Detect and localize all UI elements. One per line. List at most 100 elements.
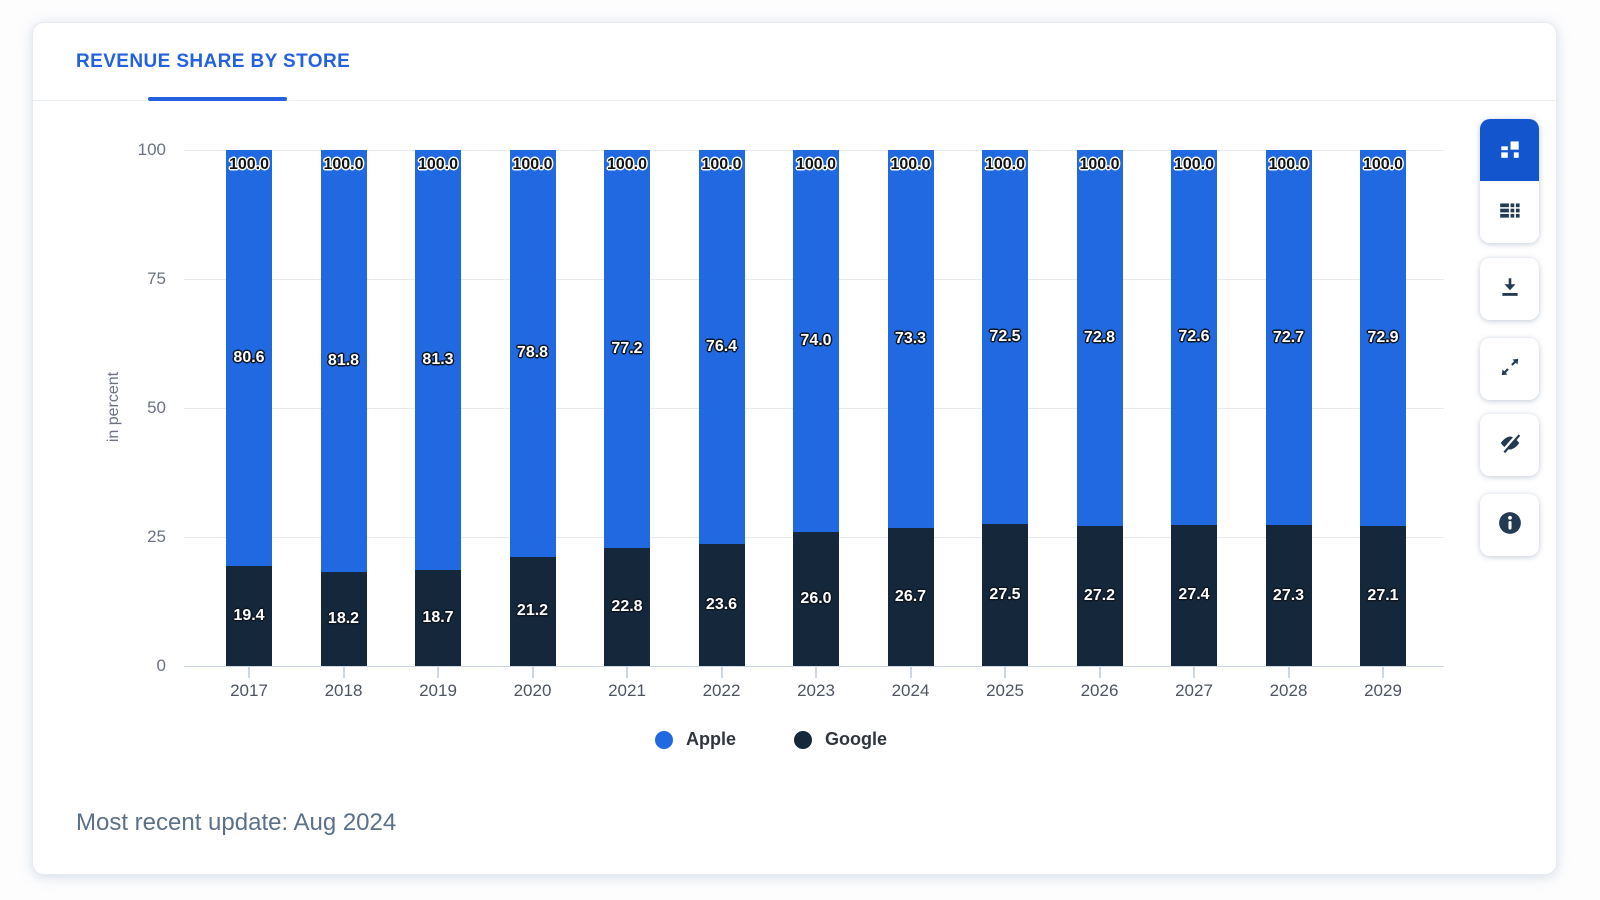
x-tick-label-2022: 2022 [702, 681, 741, 700]
bar-google-2027[interactable] [1171, 524, 1217, 666]
legend-item-apple[interactable]: Apple [654, 729, 736, 750]
legend-dot-apple [654, 730, 673, 749]
total-label-2022: 100.0 [701, 156, 742, 173]
bar-google-2018[interactable] [320, 572, 367, 666]
google-value-label-2018: 18.2 [327, 610, 360, 628]
apple-value-label-2027: 72.6 [1178, 328, 1210, 346]
x-tick-label-2028: 2028 [1269, 681, 1308, 700]
x-tick-2027 [1193, 666, 1195, 678]
x-tick-2017 [248, 666, 250, 678]
bar-google-2023[interactable] [793, 531, 839, 666]
y-tick-label-100: 100 [137, 140, 166, 159]
bar-apple-2026[interactable] [1076, 150, 1123, 526]
y-tick-label-25: 25 [147, 527, 166, 546]
google-value-label-2017: 19.4 [233, 606, 265, 624]
x-tick-label-2017: 2017 [230, 681, 268, 700]
bar-apple-2028[interactable] [1265, 150, 1312, 526]
bar-google-2026[interactable] [1076, 525, 1123, 666]
x-tick-2025 [1004, 666, 1006, 678]
apple-value-label-2023: 74.0 [800, 331, 832, 349]
google-value-label-2027: 27.4 [1178, 586, 1210, 604]
table-view-button[interactable] [1480, 181, 1539, 243]
bar-google-2019[interactable] [415, 569, 461, 666]
hide-value-labels-button[interactable] [1480, 414, 1539, 476]
bar-google-2025[interactable] [982, 524, 1028, 666]
bar-apple-2018[interactable] [320, 150, 367, 573]
apple-value-label-2018: 81.8 [327, 352, 360, 370]
y-tick-label-75: 75 [147, 269, 166, 288]
bar-google-2020[interactable] [509, 556, 556, 666]
x-tick-2020 [531, 666, 534, 678]
bar-apple-2027[interactable] [1171, 150, 1217, 525]
bar-apple-2023[interactable] [793, 150, 839, 532]
y-tick-label-50: 50 [147, 398, 166, 417]
apple-value-label-2029: 72.9 [1367, 329, 1399, 347]
google-value-label-2026: 27.2 [1083, 586, 1116, 604]
total-label-2029: 100.0 [1362, 156, 1404, 173]
google-value-label-2028: 27.3 [1272, 586, 1305, 604]
chart-view-icon [1498, 136, 1522, 165]
total-label-2023: 100.0 [795, 156, 837, 173]
download-button[interactable] [1480, 258, 1539, 320]
info-button[interactable] [1480, 494, 1539, 556]
bar-google-2029[interactable] [1360, 526, 1406, 666]
legend-item-google[interactable]: Google [794, 729, 887, 750]
x-tick-2029 [1382, 666, 1384, 678]
hide-value-labels-icon [1498, 431, 1522, 460]
x-tick-label-2024: 2024 [891, 681, 930, 700]
total-label-2027: 100.0 [1173, 156, 1215, 173]
google-value-label-2019: 18.7 [422, 608, 454, 626]
apple-value-label-2024: 73.3 [894, 330, 927, 348]
bar-apple-2021[interactable] [604, 150, 650, 549]
apple-value-label-2020: 78.8 [516, 344, 549, 362]
bar-apple-2020[interactable] [509, 150, 556, 557]
card-header: REVENUE SHARE BY STORE [33, 23, 1556, 101]
total-label-2028: 100.0 [1268, 156, 1309, 173]
total-label-2018: 100.0 [323, 156, 364, 173]
fullscreen-button[interactable] [1480, 338, 1539, 400]
bar-apple-2029[interactable] [1360, 150, 1406, 527]
y-tick-label-0: 0 [156, 656, 166, 675]
google-value-label-2020: 21.2 [516, 602, 549, 620]
chart-card: REVENUE SHARE BY STORE in percent 0 25 50 7… [32, 22, 1557, 875]
bar-google-2017[interactable] [226, 565, 272, 666]
x-tick-label-2018: 2018 [324, 681, 363, 700]
bar-apple-2017[interactable] [226, 150, 272, 566]
x-tick-label-2025: 2025 [986, 681, 1024, 700]
total-label-2020: 100.0 [512, 156, 553, 173]
bar-apple-2019[interactable] [415, 150, 461, 570]
bar-google-2022[interactable] [698, 544, 745, 666]
x-tick-2022 [720, 666, 723, 678]
legend-dot-google [794, 730, 812, 749]
bar-google-2024[interactable] [887, 528, 934, 666]
total-label-2024: 100.0 [890, 156, 931, 173]
bar-google-2021[interactable] [604, 548, 650, 666]
bar-apple-2025[interactable] [982, 150, 1028, 525]
apple-value-label-2021: 77.2 [611, 340, 643, 358]
tab-revenue-share[interactable]: REVENUE SHARE BY STORE [76, 51, 351, 72]
x-tick-label-2021: 2021 [608, 681, 646, 700]
google-value-label-2024: 26.7 [894, 588, 927, 606]
x-tick-2026 [1098, 666, 1101, 678]
x-tick-label-2019: 2019 [419, 681, 457, 700]
info-icon [1497, 510, 1523, 541]
stacked-bar-chart: in percent 0 25 50 75 100 100.0 80.6 19.4 2017 10… [33, 23, 1556, 874]
chart-legend: Apple Google [33, 729, 1509, 750]
bar-apple-2022[interactable] [698, 150, 745, 545]
bar-google-2028[interactable] [1265, 525, 1312, 666]
total-label-2021: 100.0 [606, 156, 648, 173]
x-tick-label-2029: 2029 [1364, 681, 1402, 700]
x-axis-baseline [184, 666, 1444, 667]
view-toggle-group [1480, 119, 1539, 243]
apple-value-label-2028: 72.7 [1272, 328, 1305, 346]
x-tick-2018 [342, 666, 345, 678]
bar-apple-2024[interactable] [887, 150, 934, 529]
google-value-label-2025: 27.5 [989, 586, 1021, 604]
x-tick-2019 [437, 666, 439, 678]
apple-value-label-2019: 81.3 [422, 350, 454, 368]
total-label-2019: 100.0 [417, 156, 459, 173]
x-tick-2024 [909, 666, 912, 678]
google-value-label-2022: 23.6 [705, 596, 738, 614]
fullscreen-icon [1498, 355, 1522, 384]
chart-view-button[interactable] [1480, 119, 1539, 181]
